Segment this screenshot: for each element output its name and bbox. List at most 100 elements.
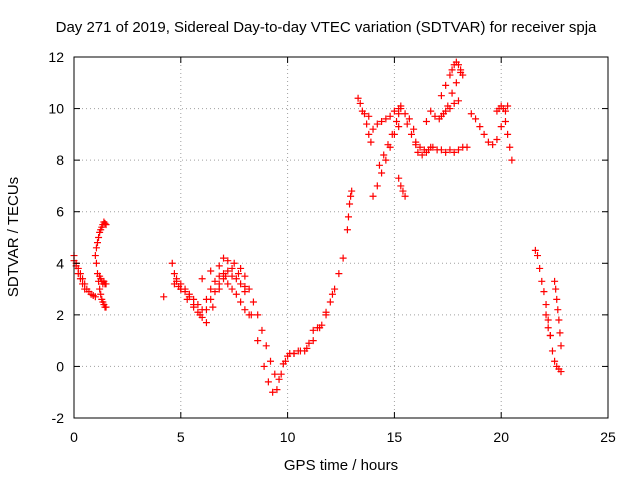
data-point bbox=[429, 143, 437, 151]
data-point bbox=[437, 112, 445, 120]
data-point bbox=[232, 290, 240, 298]
data-point bbox=[551, 277, 559, 285]
data-point bbox=[382, 156, 390, 164]
data-point bbox=[403, 120, 411, 128]
data-point bbox=[360, 110, 368, 118]
data-point bbox=[395, 110, 403, 118]
chart-title: Day 271 of 2019, Sidereal Day-to-day VTE… bbox=[56, 19, 597, 36]
data-point bbox=[343, 226, 351, 234]
data-point bbox=[534, 252, 542, 260]
series-arc28 bbox=[542, 311, 554, 339]
data-point bbox=[448, 66, 456, 74]
data-point bbox=[95, 234, 103, 241]
data-point bbox=[384, 141, 392, 149]
data-point bbox=[538, 277, 546, 285]
data-point bbox=[224, 267, 232, 275]
data-point bbox=[228, 272, 236, 280]
data-point bbox=[542, 311, 550, 319]
x-tick-label: 25 bbox=[600, 429, 616, 445]
data-point bbox=[346, 200, 354, 208]
data-point bbox=[168, 259, 176, 267]
data-point bbox=[309, 326, 317, 334]
x-tick-label: 10 bbox=[280, 429, 296, 445]
data-point bbox=[552, 285, 560, 293]
data-point bbox=[348, 187, 356, 195]
data-point bbox=[556, 329, 564, 337]
data-points bbox=[70, 58, 565, 396]
data-point bbox=[245, 285, 253, 293]
data-point bbox=[254, 311, 262, 319]
series-arc27 bbox=[551, 277, 565, 350]
series-arc10 bbox=[198, 254, 279, 378]
x-tick-label: 0 bbox=[70, 429, 78, 445]
series-arc15 bbox=[363, 102, 405, 146]
data-point bbox=[249, 298, 257, 306]
series-arc18 bbox=[395, 174, 409, 200]
data-point bbox=[427, 107, 435, 115]
data-point bbox=[207, 267, 215, 275]
data-point bbox=[553, 295, 561, 303]
series-arc4 bbox=[92, 259, 110, 311]
data-point bbox=[551, 357, 559, 365]
data-point bbox=[344, 213, 352, 221]
data-point bbox=[484, 138, 492, 146]
data-point bbox=[232, 275, 240, 283]
data-point bbox=[506, 143, 514, 151]
data-point bbox=[290, 350, 298, 358]
data-point bbox=[309, 337, 317, 345]
series-arc24 bbox=[467, 102, 512, 149]
data-point bbox=[102, 280, 110, 288]
data-point bbox=[91, 293, 99, 301]
data-point bbox=[373, 120, 381, 128]
data-point bbox=[347, 192, 355, 200]
data-point bbox=[437, 146, 445, 154]
data-point bbox=[190, 303, 198, 311]
data-point bbox=[211, 288, 219, 296]
y-tick-label: 0 bbox=[56, 358, 64, 374]
data-point bbox=[369, 192, 377, 200]
series-arc26 bbox=[531, 246, 565, 376]
data-point bbox=[275, 375, 283, 383]
data-point bbox=[405, 115, 413, 123]
data-point bbox=[258, 326, 266, 334]
series-arc1 bbox=[70, 252, 99, 301]
data-point bbox=[207, 285, 215, 293]
series-arc22 bbox=[437, 58, 465, 100]
data-point bbox=[544, 316, 552, 324]
data-point bbox=[463, 143, 471, 151]
data-point bbox=[401, 192, 409, 200]
data-point bbox=[273, 386, 281, 394]
series-arc6 bbox=[160, 293, 168, 301]
data-point bbox=[454, 61, 462, 69]
data-point bbox=[260, 362, 268, 370]
data-point bbox=[224, 280, 232, 288]
y-tick-label: 8 bbox=[56, 152, 64, 168]
data-point bbox=[230, 259, 238, 267]
data-point bbox=[91, 252, 99, 260]
data-point bbox=[418, 151, 426, 159]
data-point bbox=[446, 146, 454, 154]
data-point bbox=[544, 324, 552, 332]
data-point bbox=[557, 368, 565, 376]
data-point bbox=[102, 221, 110, 229]
data-point bbox=[373, 182, 381, 190]
data-point bbox=[380, 151, 388, 159]
data-point bbox=[448, 89, 456, 97]
data-point bbox=[493, 136, 501, 144]
data-point bbox=[557, 342, 565, 350]
series-arc16 bbox=[369, 123, 403, 200]
data-point bbox=[207, 295, 215, 303]
y-tick-label: 4 bbox=[56, 255, 64, 271]
y-tick-label: 2 bbox=[56, 307, 64, 323]
data-point bbox=[262, 342, 270, 350]
data-point bbox=[211, 277, 219, 285]
data-point bbox=[548, 347, 556, 355]
x-tick-label: 5 bbox=[177, 429, 185, 445]
data-point bbox=[277, 370, 285, 378]
data-point bbox=[457, 66, 465, 74]
series-arc20 bbox=[403, 120, 471, 156]
series-arc23 bbox=[437, 97, 462, 120]
series-arc17 bbox=[375, 110, 403, 169]
data-point bbox=[446, 71, 454, 79]
data-point bbox=[237, 298, 245, 306]
